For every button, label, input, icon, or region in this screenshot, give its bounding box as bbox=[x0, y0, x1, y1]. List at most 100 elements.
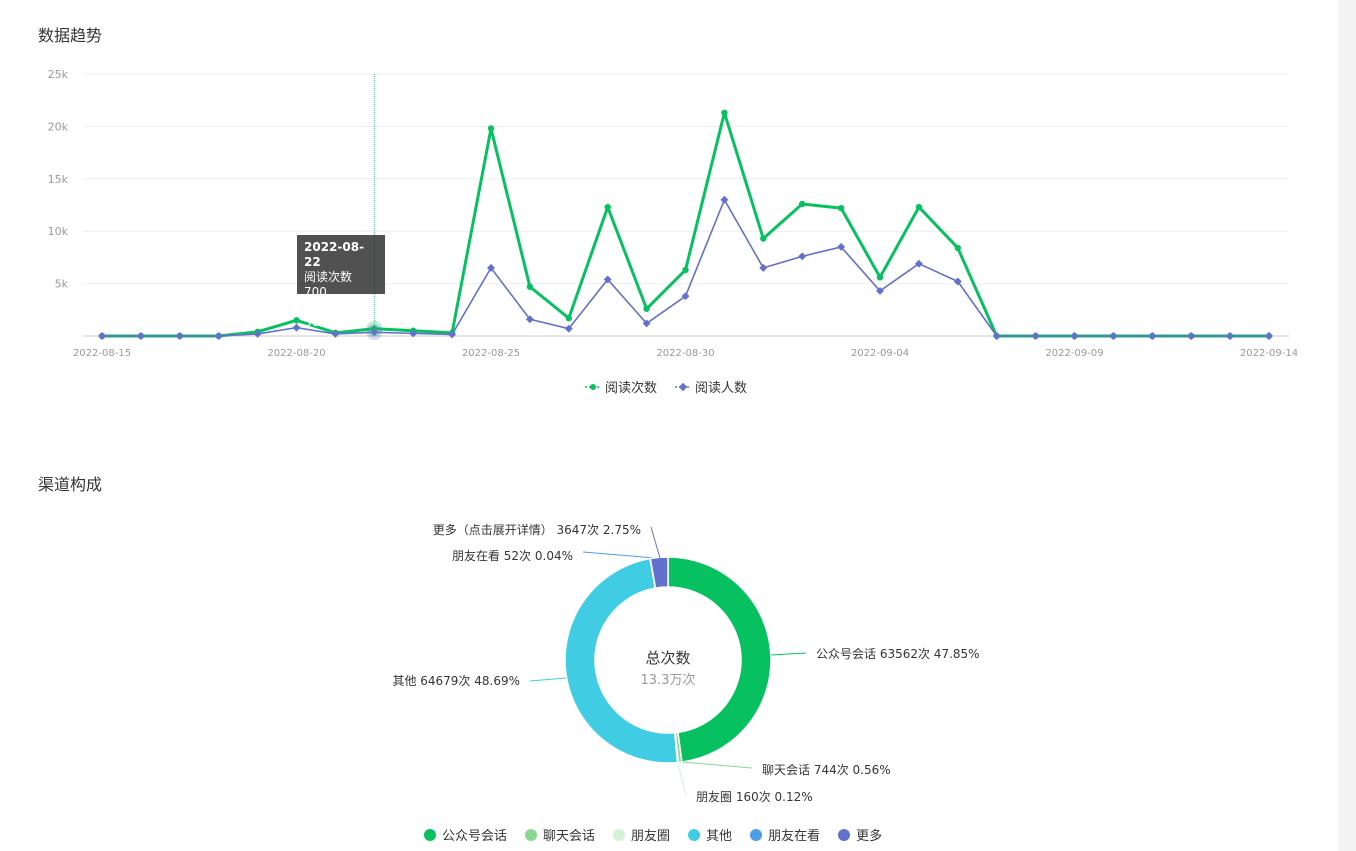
chart-tooltip: 2022-08-22 阅读次数 700 阅读人数 364 bbox=[297, 235, 385, 329]
legend-readers-label: 阅读人数 bbox=[695, 381, 748, 396]
channel-donut-chart: 公众号会话 63562次 47.85% 聊天会话 744次 0.56% 朋友圈 16… bbox=[392, 522, 979, 804]
data-point-readers[interactable] bbox=[370, 328, 379, 337]
legend-reads-label: 阅读次数 bbox=[605, 381, 658, 396]
legend-dot-icon bbox=[525, 828, 538, 841]
slice-label-line bbox=[770, 652, 807, 656]
legend-dot-icon bbox=[838, 828, 851, 841]
channel-legend: 公众号会话 聊天会话 朋友圈 其他 朋友在看 更多 bbox=[424, 825, 900, 844]
x-tick-label: 2022-09-04 bbox=[851, 348, 909, 359]
legend-label: 更多 bbox=[856, 829, 883, 844]
data-point-reads[interactable] bbox=[915, 203, 923, 211]
data-point-readers[interactable] bbox=[1187, 332, 1196, 340]
legend-label: 聊天会话 bbox=[543, 829, 596, 844]
data-point-readers[interactable] bbox=[759, 263, 768, 272]
data-point-reads[interactable] bbox=[760, 235, 767, 242]
data-point-readers[interactable] bbox=[487, 263, 495, 272]
series-line-reads bbox=[102, 111, 1269, 338]
slice-label: 其他 64679次 48.69% bbox=[392, 674, 520, 688]
slice-label: 朋友圈 160次 0.12% bbox=[696, 790, 813, 804]
legend-readers-icon bbox=[675, 382, 692, 391]
trend-line-chart: 5k 10k 15k 20k 25k 2022-08-15 2022-08-20 2022-0… bbox=[48, 68, 1298, 359]
donut-slice[interactable] bbox=[649, 556, 669, 589]
data-point-reads[interactable] bbox=[721, 109, 728, 116]
data-point-readers[interactable] bbox=[642, 319, 651, 328]
data-point-readers[interactable] bbox=[837, 242, 846, 251]
data-point-reads[interactable] bbox=[643, 305, 650, 312]
legend-item-channel[interactable]: 聊天会话 bbox=[525, 825, 595, 844]
data-point-reads[interactable] bbox=[487, 125, 495, 132]
legend-reads-icon bbox=[585, 383, 601, 390]
data-point-readers[interactable] bbox=[409, 329, 418, 338]
legend-label: 朋友在看 bbox=[768, 829, 821, 844]
data-point-readers[interactable] bbox=[331, 329, 340, 338]
donut-slice[interactable] bbox=[564, 557, 679, 764]
legend-dot-icon bbox=[688, 828, 701, 841]
data-point-reads[interactable] bbox=[526, 283, 534, 290]
highlight-point-readers bbox=[366, 324, 383, 341]
x-tick-label: 2022-09-09 bbox=[1045, 348, 1103, 359]
tooltip-readers: 阅读人数 364 bbox=[304, 300, 353, 329]
slice-label-line bbox=[677, 762, 687, 797]
x-tick-label: 2022-08-25 bbox=[462, 348, 520, 359]
legend-dot-icon bbox=[613, 828, 626, 841]
data-point-reads[interactable] bbox=[837, 204, 845, 212]
slice-label-line bbox=[582, 551, 656, 559]
legend-item-readers[interactable]: 阅读人数 bbox=[675, 377, 747, 396]
trend-section-title: 数据趋势 bbox=[38, 26, 103, 45]
legend-item-channel[interactable]: 其他 bbox=[688, 825, 732, 844]
y-tick-label: 10k bbox=[48, 225, 69, 238]
trend-legend: 阅读次数 阅读人数 bbox=[585, 377, 765, 396]
tooltip-reads: 阅读次数 700 bbox=[304, 270, 353, 299]
data-point-readers[interactable] bbox=[798, 252, 807, 261]
slice-label: 聊天会话 744次 0.56% bbox=[762, 763, 891, 777]
legend-label: 朋友圈 bbox=[631, 829, 671, 844]
data-point-readers[interactable] bbox=[1109, 332, 1118, 340]
data-point-reads[interactable] bbox=[682, 266, 689, 274]
legend-item-channel[interactable]: 朋友在看 bbox=[750, 825, 820, 844]
data-point-readers[interactable] bbox=[136, 332, 145, 340]
legend-dot-icon bbox=[750, 828, 763, 841]
highlight-point-reads bbox=[366, 320, 383, 337]
data-point-reads[interactable] bbox=[876, 274, 884, 281]
data-point-readers[interactable] bbox=[1226, 332, 1235, 340]
data-point-readers[interactable] bbox=[1031, 332, 1040, 340]
data-point-reads[interactable] bbox=[799, 200, 806, 208]
y-tick-label: 15k bbox=[48, 173, 69, 186]
legend-dot-icon bbox=[424, 828, 436, 841]
data-point-reads[interactable] bbox=[293, 317, 300, 324]
data-point-reads[interactable] bbox=[565, 314, 572, 322]
x-tick-label: 2022-08-15 bbox=[73, 348, 131, 359]
legend-item-channel[interactable]: 公众号会话 bbox=[424, 825, 507, 844]
data-point-readers[interactable] bbox=[1148, 332, 1157, 340]
donut-center-title: 总次数 bbox=[645, 649, 691, 667]
slice-label-line bbox=[529, 677, 567, 682]
slice-label: 朋友在看 52次 0.04% bbox=[452, 549, 573, 563]
data-point-readers[interactable] bbox=[1070, 332, 1079, 340]
y-tick-label: 20k bbox=[48, 120, 69, 133]
data-point-reads[interactable] bbox=[954, 244, 961, 252]
data-point-readers[interactable] bbox=[175, 332, 184, 340]
donut-center-value: 13.3万次 bbox=[640, 673, 696, 688]
data-point-readers[interactable] bbox=[448, 330, 457, 339]
x-tick-label: 2022-08-20 bbox=[267, 348, 325, 359]
data-point-readers[interactable] bbox=[525, 315, 534, 324]
x-tick-label: 2022-08-30 bbox=[656, 348, 714, 359]
data-point-readers[interactable] bbox=[214, 332, 223, 340]
legend-label: 公众号会话 bbox=[442, 829, 508, 844]
data-point-readers[interactable] bbox=[1265, 332, 1273, 340]
legend-item-channel[interactable]: 朋友圈 bbox=[613, 825, 670, 844]
slice-label: 更多（点击展开详情） 3647次 2.75% bbox=[433, 522, 641, 537]
y-tick-label: 5k bbox=[55, 278, 69, 291]
legend-label: 其他 bbox=[706, 829, 733, 844]
page-scrollbar[interactable] bbox=[1338, 0, 1356, 851]
legend-item-channel[interactable]: 更多 bbox=[838, 825, 882, 844]
data-point-readers[interactable] bbox=[292, 323, 301, 332]
data-point-readers[interactable] bbox=[914, 259, 923, 268]
data-point-reads[interactable] bbox=[604, 203, 611, 211]
data-point-readers[interactable] bbox=[98, 332, 106, 340]
legend-item-reads[interactable]: 阅读次数 bbox=[585, 377, 657, 396]
y-tick-label: 25k bbox=[48, 68, 69, 81]
donut-slice[interactable] bbox=[667, 556, 772, 763]
data-point-readers[interactable] bbox=[720, 195, 729, 204]
slice-label-line bbox=[650, 526, 661, 559]
